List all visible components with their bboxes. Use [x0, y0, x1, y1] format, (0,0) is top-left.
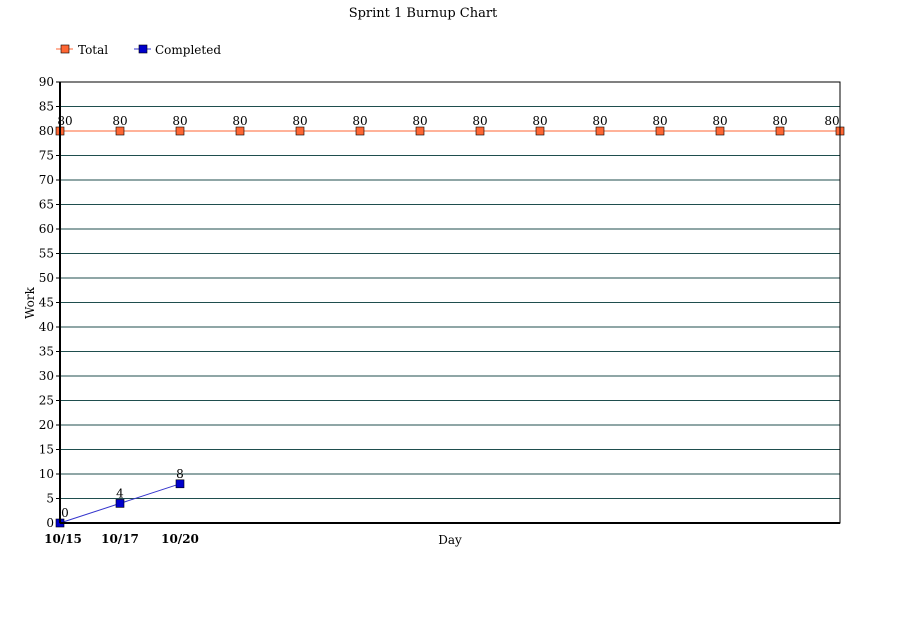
y-tick-label-55: 55 [39, 247, 54, 261]
data-label-total-6: 80 [412, 114, 427, 128]
data-point-total-4 [295, 126, 305, 136]
data-point-total-9 [595, 126, 605, 136]
legend-label-completed: Completed [155, 43, 221, 57]
legend-label-total: Total [78, 43, 108, 57]
y-tick-label-5: 5 [46, 492, 54, 506]
y-tick-label-45: 45 [39, 296, 54, 310]
data-label-total-0: 80 [57, 114, 72, 128]
y-tick-label-40: 40 [39, 320, 54, 334]
x-tick-label-1: 10/17 [101, 532, 139, 546]
data-point-total-11 [715, 126, 725, 136]
x-axis-label: Day [438, 533, 462, 547]
series-completed: 0 4 8 [55, 467, 185, 528]
gridlines [60, 106, 840, 499]
data-label-total-4: 80 [292, 114, 307, 128]
series-total: 80 80 80 80 80 80 80 80 80 80 80 80 80 80 [55, 114, 845, 136]
x-tick-label-0: 10/15 [44, 532, 82, 546]
legend-item-completed: Completed [134, 43, 221, 57]
data-label-total-7: 80 [472, 114, 487, 128]
y-tick-label-80: 80 [39, 124, 54, 138]
x-axis-ticks: 10/15 10/17 10/20 [44, 532, 199, 546]
data-point-total-3 [235, 126, 245, 136]
series-layer: 80 80 80 80 80 80 80 80 80 80 80 80 80 80 0 4 8 [55, 114, 845, 528]
data-label-total-10: 80 [652, 114, 667, 128]
legend-item-total: Total [56, 43, 108, 57]
data-label-completed-0: 0 [61, 506, 69, 520]
data-label-total-11: 80 [712, 114, 727, 128]
data-point-total-2 [175, 126, 185, 136]
legend-marker-total [60, 44, 70, 54]
data-label-total-3: 80 [232, 114, 247, 128]
data-label-completed-2: 8 [176, 467, 184, 481]
y-tick-label-50: 50 [39, 271, 54, 285]
data-label-total-12: 80 [772, 114, 787, 128]
y-tick-label-15: 15 [39, 443, 54, 457]
data-point-completed-2 [175, 479, 185, 489]
y-tick-label-60: 60 [39, 222, 54, 236]
data-label-total-5: 80 [352, 114, 367, 128]
legend: Total Completed [56, 43, 221, 57]
data-label-total-8: 80 [532, 114, 547, 128]
data-point-total-10 [655, 126, 665, 136]
data-label-total-13: 80 [824, 114, 839, 128]
y-tick-label-20: 20 [39, 418, 54, 432]
data-label-total-9: 80 [592, 114, 607, 128]
data-point-total-5 [355, 126, 365, 136]
data-point-total-12 [775, 126, 785, 136]
data-label-completed-1: 4 [116, 486, 124, 500]
data-point-total-8 [535, 126, 545, 136]
y-tick-label-85: 85 [39, 100, 54, 114]
data-point-total-1 [115, 126, 125, 136]
data-label-total-2: 80 [172, 114, 187, 128]
y-tick-label-30: 30 [39, 369, 54, 383]
chart-title: Sprint 1 Burnup Chart [349, 6, 498, 21]
data-point-completed-1 [115, 499, 125, 508]
y-tick-label-35: 35 [39, 345, 54, 359]
x-tick-label-2: 10/20 [161, 532, 199, 546]
legend-marker-completed [138, 44, 148, 54]
y-tick-label-0: 0 [46, 516, 54, 530]
y-tick-label-70: 70 [39, 173, 54, 187]
y-axis-label: Work [23, 286, 37, 318]
data-label-total-1: 80 [112, 114, 127, 128]
y-tick-label-10: 10 [39, 467, 54, 481]
y-tick-label-25: 25 [39, 394, 54, 408]
y-tick-label-90: 90 [39, 75, 54, 89]
data-point-total-7 [475, 126, 485, 136]
y-tick-label-75: 75 [39, 149, 54, 163]
y-axis-ticks: 0 5 10 15 20 25 30 35 40 45 50 55 60 65 70 75 80 85 90 [39, 75, 60, 530]
y-tick-label-65: 65 [39, 198, 54, 212]
data-point-total-6 [415, 126, 425, 136]
